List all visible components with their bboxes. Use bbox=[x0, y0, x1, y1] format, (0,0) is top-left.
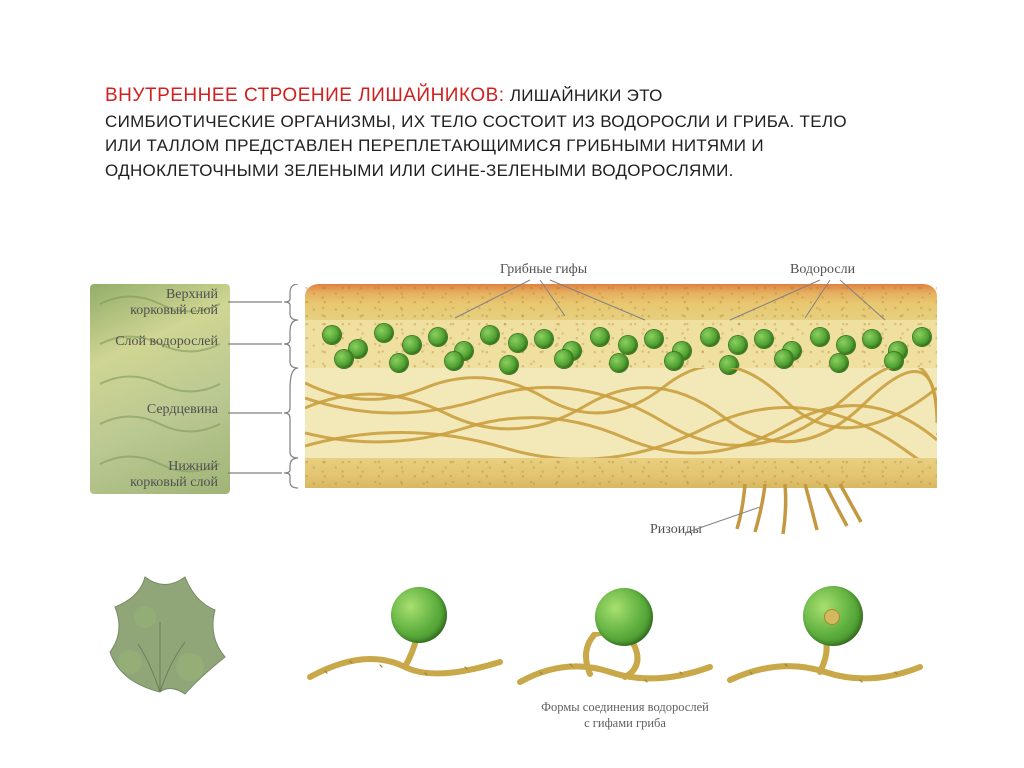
alga-cell bbox=[729, 336, 747, 354]
brace-icons bbox=[228, 284, 303, 494]
leader-lines-top bbox=[305, 274, 937, 334]
alga-cell-large-1 bbox=[391, 587, 447, 643]
alga-cell-large-2 bbox=[595, 588, 653, 646]
foliose-lichen-icon bbox=[90, 562, 235, 712]
label-lower-cortex: Нижний корковый слой bbox=[70, 459, 218, 491]
alga-cell bbox=[555, 350, 573, 368]
alga-cell bbox=[509, 334, 527, 352]
alga-cell bbox=[335, 350, 353, 368]
body-l4: одноклеточными зелеными или сине-зеленым… bbox=[105, 159, 915, 184]
rhizoid-leader bbox=[630, 507, 770, 537]
haustorium-icon bbox=[825, 610, 839, 624]
label-upper-cortex: Верхний корковый слой bbox=[70, 287, 218, 319]
hypha-form-1-icon bbox=[305, 637, 505, 697]
connection-forms: Формы соединения водорослей с гифами гри… bbox=[305, 582, 937, 707]
header-text: Внутреннее строение лишайников: лишайник… bbox=[105, 82, 915, 183]
body-inline: лишайники это bbox=[510, 86, 663, 105]
label-algal-layer: Слой водорослей bbox=[70, 334, 218, 350]
alga-cell bbox=[403, 336, 421, 354]
title: Внутреннее строение лишайников: bbox=[105, 85, 505, 106]
alga-cell bbox=[837, 336, 855, 354]
hyphae-medulla-icon bbox=[305, 368, 937, 458]
body-l2: симбиотические организмы, их тело состои… bbox=[105, 110, 915, 135]
bottom-caption: Формы соединения водорослей с гифами гри… bbox=[475, 700, 775, 731]
diagram: Грибные гифы Водоросли Верхний корковый … bbox=[70, 262, 954, 742]
alga-cell bbox=[619, 336, 637, 354]
body-l3: или таллом представлен переплетающимися … bbox=[105, 134, 915, 159]
label-medulla: Сердцевина bbox=[70, 402, 218, 418]
alga-cell bbox=[775, 350, 793, 368]
lichen-photo-bottom bbox=[90, 562, 235, 712]
